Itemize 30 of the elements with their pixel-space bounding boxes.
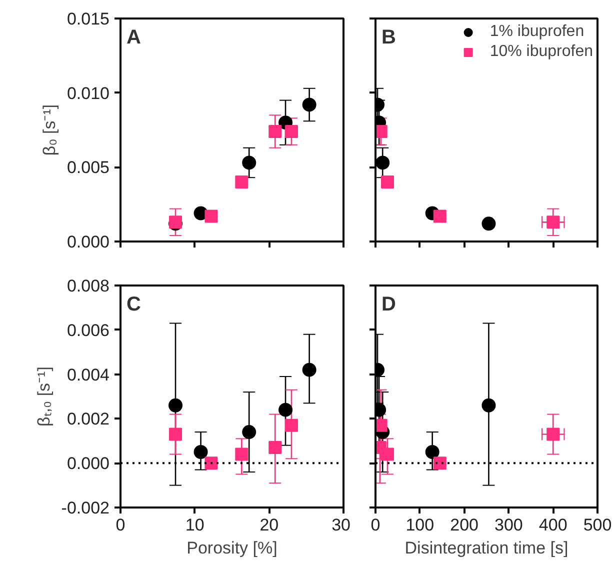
y-tick-label: 0.010 <box>66 84 110 103</box>
x-tick-label: 200 <box>450 516 478 534</box>
y-axis-title: βₜ,₀ [s⁻¹] <box>34 366 54 426</box>
y-tick-label: 0.008 <box>66 276 110 296</box>
y-tick-label: -0.002 <box>61 498 110 518</box>
y-tick-label: 0.002 <box>66 410 110 429</box>
x-tick-label: 300 <box>494 516 523 534</box>
x-tick-label: 30 <box>332 516 351 534</box>
y-tick-label: 0.000 <box>66 232 110 252</box>
x-tick-label: 0 <box>116 516 126 534</box>
annotation: B <box>382 26 396 48</box>
x-tick-label: 20 <box>260 516 279 534</box>
x-tick-label: 100 <box>406 516 434 534</box>
y-axis-title: β₀ [s⁻¹] <box>40 104 59 156</box>
annotation: D <box>382 294 396 316</box>
y-tick-label: 0.004 <box>66 365 110 384</box>
annotation: A <box>126 26 141 48</box>
x-axis-title: Porosity [%] <box>186 538 278 558</box>
annotation: C <box>126 294 141 316</box>
y-tick-label: 0.000 <box>66 454 110 474</box>
legend-label: 10% ibuprofen <box>490 43 593 61</box>
y-tick-label: 0.005 <box>66 158 110 178</box>
x-tick-label: 500 <box>583 516 612 534</box>
y-tick-label: 0.006 <box>66 320 110 340</box>
legend-label: 1% ibuprofen <box>490 23 584 41</box>
x-tick-label: 0 <box>370 516 380 534</box>
x-axis-title: Disintegration time [s] <box>404 538 568 558</box>
y-tick-label: 0.015 <box>66 10 110 28</box>
x-tick-label: 400 <box>538 516 568 534</box>
x-tick-label: 10 <box>185 516 204 534</box>
